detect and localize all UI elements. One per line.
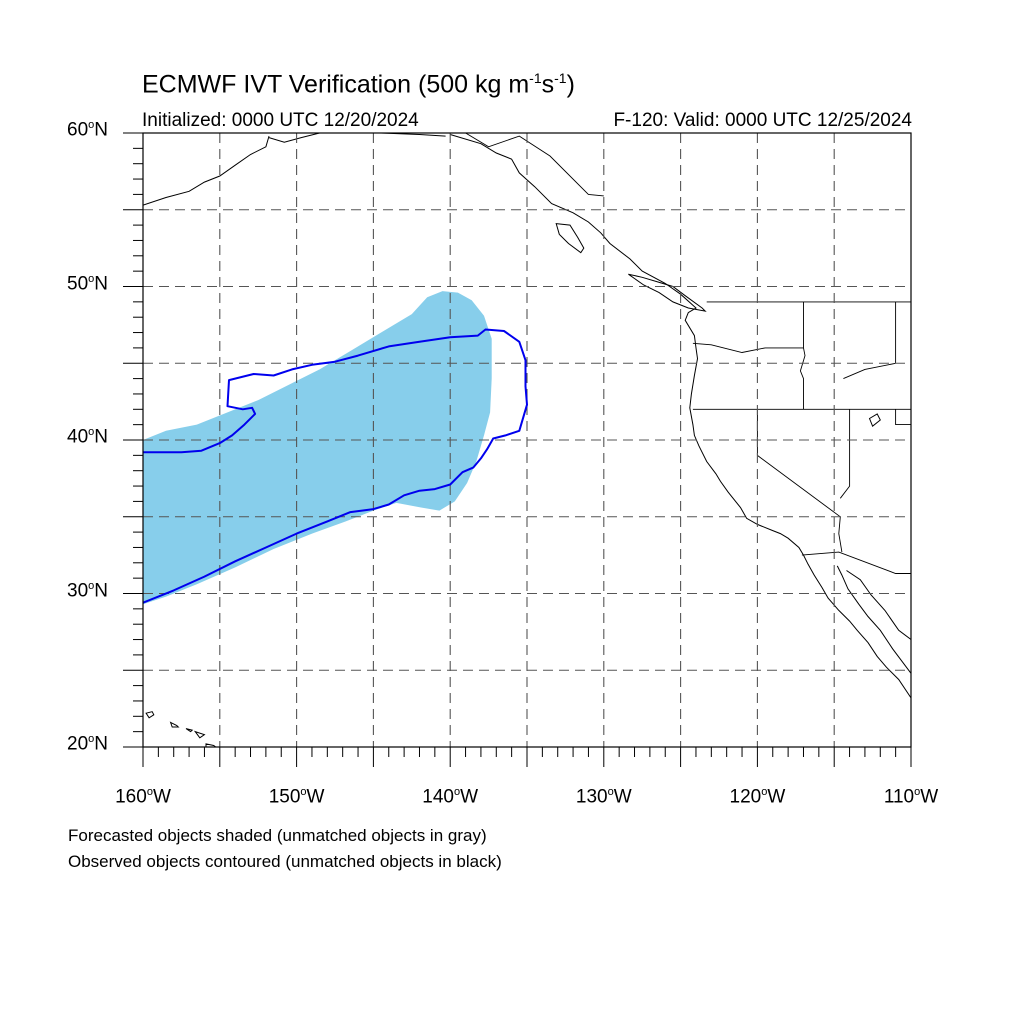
lon-label-hem: W	[152, 786, 171, 808]
coastline-kenai	[268, 133, 320, 143]
lon-label-deg: 140	[422, 786, 454, 808]
legend-note-forecast: Forecasted objects shaded (unmatched obj…	[68, 826, 487, 845]
valid-time-label: F-120: Valid: 0000 UTC 12/25/2024	[613, 110, 912, 131]
lat-label-30n: 30oN	[48, 580, 108, 602]
observed-object-contour	[143, 328, 528, 604]
lat-label-hem: N	[94, 579, 108, 601]
lat-label-hem: N	[94, 426, 108, 448]
lat-label-hem: N	[94, 119, 108, 141]
lon-label-130w: 130oW	[554, 786, 654, 808]
title-text: ECMWF IVT Verification (500 kg m	[142, 70, 530, 99]
lat-label-deg: 30	[67, 579, 89, 601]
degree-symbol: o	[88, 119, 95, 131]
state-border-line	[692, 342, 804, 353]
lon-label-160w: 160oW	[93, 786, 193, 808]
state-border-line	[756, 409, 843, 553]
degree-symbol: o	[761, 786, 768, 798]
lat-label-deg: 40	[67, 426, 89, 448]
lon-label-deg: 160	[115, 786, 147, 808]
map-title: ECMWF IVT Verification (500 kg m-1s-1)	[142, 70, 575, 99]
lon-label-deg: 120	[729, 786, 762, 808]
coastline-kodiak-coast	[143, 135, 270, 206]
lat-label-50n: 50oN	[48, 273, 108, 295]
title-unit-s: s	[541, 70, 555, 99]
hawaii-island-outline	[185, 728, 194, 733]
coastline-alaska-coast-east	[358, 133, 446, 137]
lat-label-deg: 20	[67, 733, 89, 755]
degree-symbol: o	[300, 786, 307, 798]
lon-label-110w: 110oW	[861, 786, 961, 808]
coastline-coast-gulf-east	[846, 570, 911, 640]
title-close: )	[566, 70, 575, 99]
hawaii-island-outline	[145, 711, 155, 719]
lat-label-60n: 60oN	[48, 119, 108, 141]
lat-label-hem: N	[94, 733, 108, 755]
lat-label-deg: 60	[67, 119, 89, 141]
lat-label-20n: 20oN	[48, 733, 108, 755]
state-border-line	[839, 409, 851, 499]
hawaii-island-outline	[205, 743, 217, 747]
title-sup-1: -1	[529, 70, 542, 86]
state-border-line	[465, 133, 604, 197]
title-sup-2: -1	[554, 70, 567, 86]
forecast-object	[143, 291, 492, 605]
observed-object-layer	[143, 328, 528, 604]
lon-label-hem: W	[767, 786, 786, 808]
legend-note-observed: Observed objects contoured (unmatched ob…	[68, 852, 502, 871]
lake-outline	[868, 413, 881, 428]
state-border-line	[843, 362, 896, 380]
state-border-line	[895, 409, 911, 426]
grid-layer	[143, 133, 911, 747]
degree-symbol: o	[607, 786, 614, 798]
lat-label-hem: N	[94, 272, 108, 294]
haida-gwaii-outline	[555, 223, 585, 254]
degree-symbol: o	[88, 733, 95, 745]
degree-symbol: o	[146, 786, 153, 798]
degree-symbol: o	[454, 786, 461, 798]
lon-label-deg: 110	[883, 786, 915, 808]
degree-symbol: o	[88, 426, 95, 438]
state-border-line	[801, 551, 911, 574]
coastline-coast-na	[450, 134, 911, 699]
degree-symbol: o	[914, 786, 921, 798]
initialized-label: Initialized: 0000 UTC 12/20/2024	[142, 110, 419, 131]
lon-label-deg: 130	[575, 786, 608, 808]
hawaii-island-outline	[169, 721, 180, 728]
degree-symbol: o	[88, 579, 95, 592]
lon-label-hem: W	[613, 786, 632, 808]
coastline-coast-gulf	[836, 565, 911, 674]
state-border-line	[799, 301, 806, 410]
lon-label-hem: W	[460, 786, 479, 808]
lon-label-deg: 150	[268, 786, 301, 808]
lon-label-140w: 140oW	[400, 786, 500, 808]
lat-label-deg: 50	[67, 272, 89, 294]
coastline-layer	[143, 133, 911, 747]
lon-label-120w: 120oW	[707, 786, 807, 808]
lat-label-40n: 40oN	[48, 426, 108, 448]
degree-symbol: o	[88, 272, 95, 285]
forecast-object-layer	[143, 291, 492, 605]
lon-label-hem: W	[920, 786, 939, 808]
map-frame-layer	[123, 132, 912, 767]
political-border-layer	[465, 133, 911, 574]
hawaii-island-outline	[193, 730, 206, 739]
lon-label-150w: 150oW	[247, 786, 347, 808]
vancouver-island-outline	[628, 273, 707, 312]
lon-label-hem: W	[306, 786, 325, 808]
